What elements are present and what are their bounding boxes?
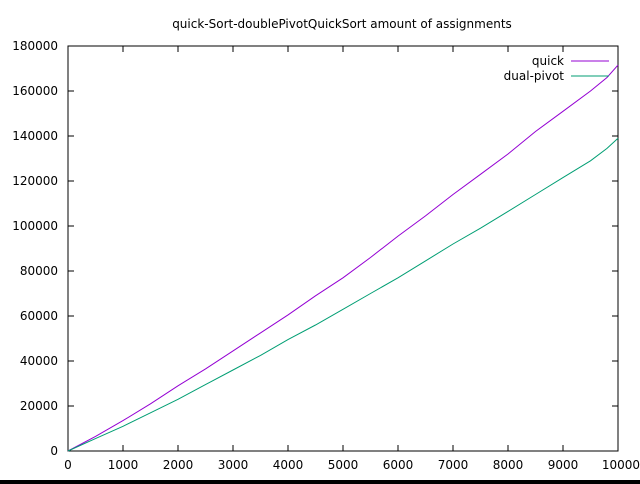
y-tick-label: 40000 [20, 354, 58, 368]
chart-title: quick-Sort-doublePivotQuickSort amount o… [172, 17, 512, 31]
y-tick-label: 60000 [20, 309, 58, 323]
x-tick-label: 5000 [328, 458, 359, 472]
x-tick-label: 7000 [438, 458, 469, 472]
y-tick-label: 140000 [12, 129, 58, 143]
x-tick-label: 0 [64, 458, 72, 472]
legend-label: quick [532, 54, 564, 68]
x-tick-label: 10000 [602, 458, 640, 472]
y-tick-label: 160000 [12, 84, 58, 98]
x-tick-label: 9000 [548, 458, 579, 472]
x-tick-label: 3000 [218, 458, 249, 472]
legend-label: dual-pivot [504, 69, 565, 83]
y-tick-label: 80000 [20, 264, 58, 278]
y-tick-label: 0 [50, 444, 58, 458]
axes: 0 1000 2000 3000 4000 5000 6000 7000 8000 9000 100… [12, 39, 640, 472]
y-tick-label: 120000 [12, 174, 58, 188]
x-tick-label: 2000 [163, 458, 194, 472]
x-tick-label: 6000 [383, 458, 414, 472]
y-tick-label: 20000 [20, 399, 58, 413]
series-line-quick [67, 64, 619, 452]
series-layer [67, 64, 619, 452]
series-line-dual-pivot [67, 137, 619, 452]
x-tick-label: 8000 [493, 458, 524, 472]
y-tick-label: 100000 [12, 219, 58, 233]
y-tick-label: 180000 [12, 39, 58, 53]
x-tick-label: 1000 [108, 458, 139, 472]
x-tick-label: 4000 [273, 458, 304, 472]
